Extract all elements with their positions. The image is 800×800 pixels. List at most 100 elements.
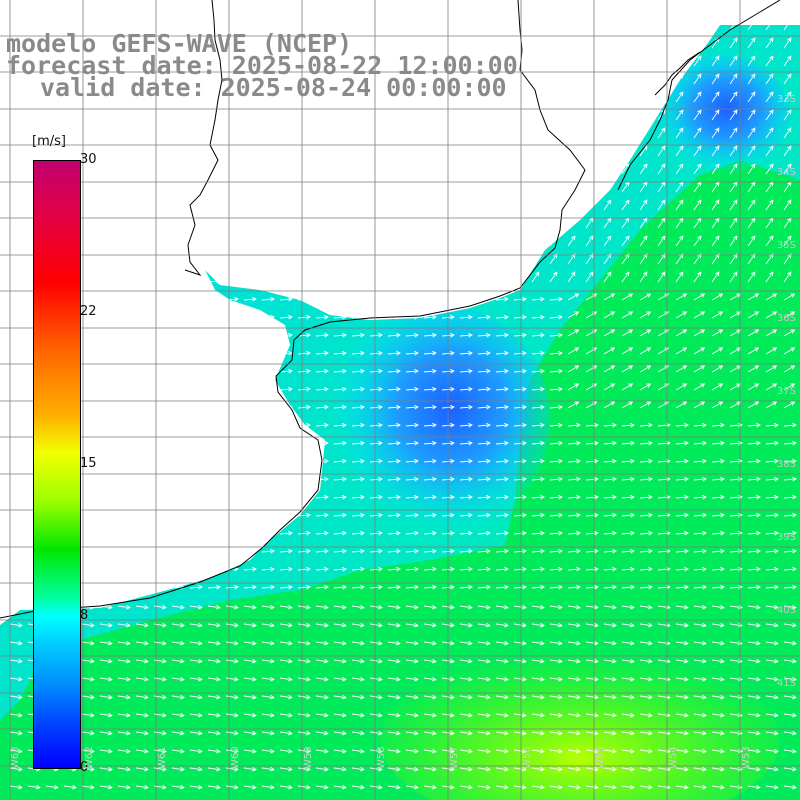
wind-arrow [639, 365, 652, 373]
wind-arrow [711, 422, 725, 428]
wind-arrow [387, 712, 401, 718]
wind-arrow [603, 347, 616, 355]
wind-arrow [765, 530, 779, 536]
wind-arrow [423, 350, 437, 356]
lon-label: W62 [84, 746, 95, 769]
wind-arrow [675, 109, 684, 121]
wind-arrow [477, 530, 491, 536]
wind-arrow [333, 694, 347, 700]
wind-arrow [747, 658, 761, 664]
wind-arrow [549, 604, 563, 610]
wind-arrow [549, 640, 563, 646]
wind-arrow [783, 383, 796, 391]
wind-arrow [477, 386, 491, 392]
wind-arrow [495, 548, 509, 554]
wind-arrow [315, 784, 329, 790]
wind-arrow [747, 748, 761, 754]
wind-arrow [459, 694, 473, 700]
wind-arrow [279, 368, 293, 374]
wind-arrow [459, 676, 473, 682]
wind-arrow [405, 440, 419, 446]
wind-arrow [621, 235, 630, 247]
wind-arrow [351, 730, 365, 736]
wind-arrow [531, 694, 545, 700]
wind-arrow [783, 748, 797, 754]
wind-arrow [477, 512, 491, 518]
wind-arrow [297, 658, 311, 664]
wind-arrow [459, 368, 473, 374]
wind-arrow [747, 401, 760, 409]
wind-arrow [369, 640, 383, 646]
wind-arrow [621, 458, 635, 464]
wind-arrow [693, 440, 707, 446]
wind-arrow [639, 658, 653, 664]
wind-arrow [675, 512, 689, 518]
wind-arrow [495, 712, 509, 718]
wind-arrow [567, 658, 581, 664]
wind-arrow [333, 458, 347, 464]
wind-arrow [621, 676, 635, 682]
wind-arrow [99, 694, 113, 700]
wind-arrow [639, 604, 653, 610]
low-wind-patch [330, 305, 550, 535]
wind-arrow [747, 311, 760, 319]
wind-arrow [747, 584, 761, 590]
wind-arrow [783, 440, 797, 446]
wind-arrow [405, 368, 419, 374]
wind-arrow [387, 440, 401, 446]
wind-arrow [531, 476, 545, 482]
wind-arrow [279, 658, 293, 664]
wind-arrow [405, 676, 419, 682]
wind-arrow [531, 676, 545, 682]
wind-arrow [783, 91, 792, 103]
wind-arrow [603, 293, 616, 301]
wind-arrow [351, 458, 365, 464]
wind-arrow [603, 329, 616, 337]
wind-arrow [297, 640, 311, 646]
wind-arrow [621, 476, 635, 482]
wind-arrow [189, 784, 203, 790]
wind-arrow [603, 658, 617, 664]
lat-label: 39S [776, 532, 796, 543]
wind-arrow [783, 658, 797, 664]
wind-arrow [639, 293, 652, 301]
wind-arrow [783, 422, 797, 428]
wind-arrow [603, 512, 617, 518]
wind-arrow [189, 658, 203, 664]
wind-arrow [297, 712, 311, 718]
wind-arrow [369, 530, 383, 536]
wind-arrow [657, 458, 671, 464]
wind-arrow [549, 730, 563, 736]
wind-arrow [585, 766, 599, 772]
lon-label: W57 [449, 746, 460, 769]
wind-arrow [315, 640, 329, 646]
wind-arrow [531, 458, 545, 464]
wind-arrow [639, 712, 653, 718]
wind-arrow [243, 566, 257, 572]
forecast-date: forecast date: 2025-08-22 12:00:00 [6, 51, 518, 80]
wind-arrow [621, 658, 635, 664]
wind-arrow [603, 676, 617, 682]
wind-arrow [729, 235, 738, 247]
wind-arrow [747, 784, 761, 790]
wind-arrow [387, 386, 401, 392]
wind-arrow [207, 712, 221, 718]
wind-arrow [333, 784, 347, 790]
wind-arrow [423, 766, 437, 772]
wind-arrow [351, 712, 365, 718]
wind-arrow [783, 401, 796, 409]
wind-arrow [567, 401, 580, 409]
wind-arrow [81, 730, 95, 736]
lon-label: W54 [668, 746, 679, 769]
wind-arrow [333, 584, 347, 590]
colorbar-tick: 15 [80, 456, 97, 471]
wind-arrow [477, 784, 491, 790]
wind-arrow [711, 658, 725, 664]
lat-label: 40S [776, 605, 796, 616]
wind-arrow [675, 584, 689, 590]
wind-arrow [621, 566, 635, 572]
wind-arrow [477, 368, 491, 374]
wind-arrow [549, 368, 563, 374]
wind-arrow [333, 332, 347, 338]
wind-arrow [225, 640, 239, 646]
